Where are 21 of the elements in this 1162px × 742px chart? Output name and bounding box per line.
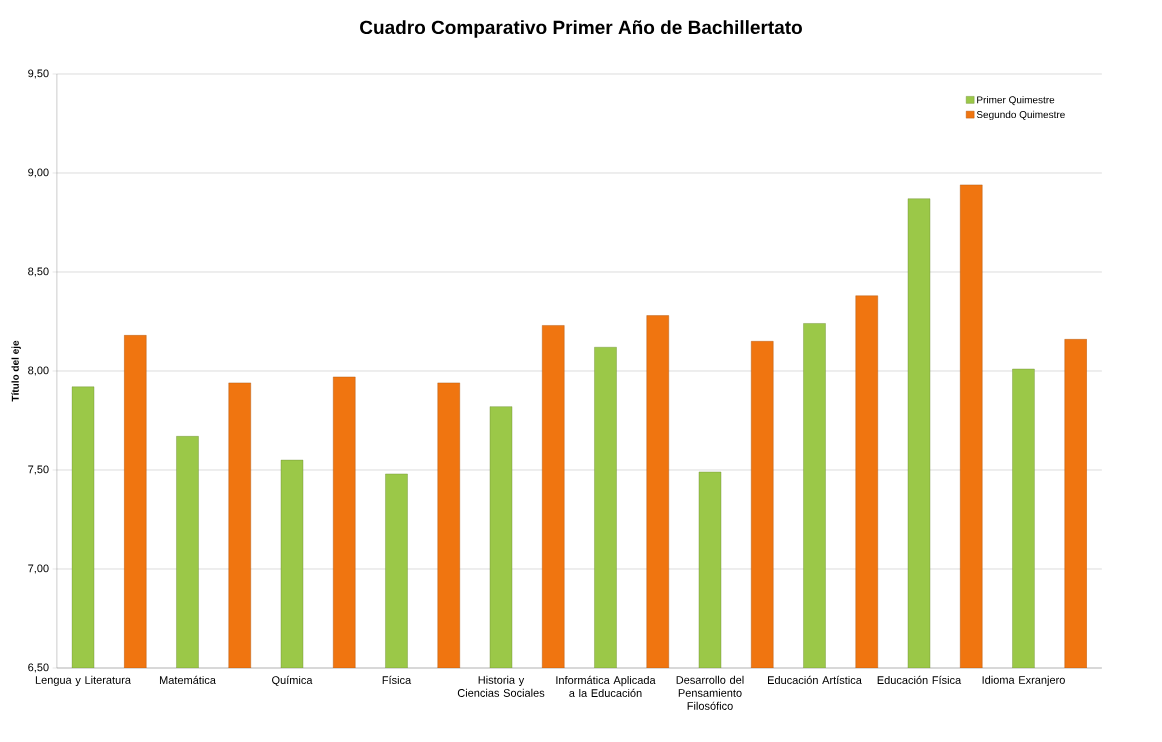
- x-tick-label: Química: [272, 675, 313, 686]
- y-tick-label: 9,50: [28, 69, 49, 79]
- legend-label: Primer Quimestre: [977, 96, 1055, 106]
- x-tick-label: Educación Física: [877, 675, 962, 685]
- y-tick-label: 8,00: [28, 366, 49, 376]
- y-axis-title: Título del eje: [11, 340, 21, 402]
- y-tick-label: 9,00: [28, 168, 49, 178]
- y-tick-label: 6,50: [28, 663, 49, 673]
- x-tick-label: Desarrollo del Pensamiento Filosófico: [676, 675, 744, 710]
- x-tick-label: Física: [382, 675, 412, 685]
- x-tick-label: Lengua y Literatura: [35, 675, 131, 687]
- x-tick-label: Idioma Exranjero: [982, 675, 1065, 687]
- x-tick-label: Educación Artística: [768, 675, 862, 685]
- y-tick-label: 8,50: [28, 267, 49, 277]
- x-tick-label: Informática Aplicada a la Educación: [556, 675, 656, 698]
- x-tick-label: Matemática: [159, 675, 216, 685]
- y-tick-label: 7,00: [28, 564, 49, 574]
- x-tick-label: Historia y Ciencias Sociales: [457, 675, 545, 697]
- legend-label: Segundo Quimestre: [976, 110, 1065, 121]
- y-tick-label: 7,50: [28, 465, 49, 475]
- chart-title: Cuadro Comparativo Primer Año de Bachillertato: [360, 20, 802, 38]
